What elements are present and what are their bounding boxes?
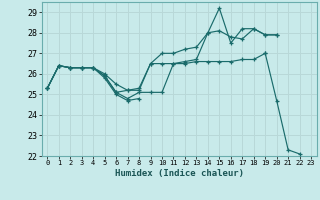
X-axis label: Humidex (Indice chaleur): Humidex (Indice chaleur)	[115, 169, 244, 178]
